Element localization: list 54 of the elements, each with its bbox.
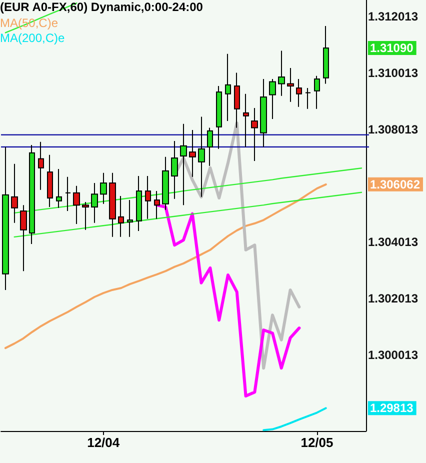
y-tick-label: 1.302013 bbox=[368, 292, 418, 306]
candlestick bbox=[180, 123, 187, 206]
candlestick bbox=[314, 75, 320, 110]
candlestick bbox=[225, 53, 231, 122]
line-series bbox=[262, 407, 327, 432]
candlestick bbox=[2, 146, 9, 290]
candlestick bbox=[65, 176, 71, 212]
y-tick-label: 1.308013 bbox=[368, 122, 418, 136]
candlestick bbox=[127, 199, 133, 238]
candlestick bbox=[296, 78, 302, 108]
candlestick bbox=[91, 182, 98, 224]
x-tick-label: 12/04 bbox=[87, 435, 120, 450]
candlestick bbox=[29, 144, 35, 244]
x-tick-label: 12/05 bbox=[300, 435, 334, 450]
line-series bbox=[14, 192, 362, 238]
candlestick bbox=[73, 185, 80, 224]
y-tick-label: 1.29813 bbox=[370, 401, 414, 416]
candlestick bbox=[171, 140, 178, 200]
y-tick-label: 1.304013 bbox=[368, 235, 418, 250]
y-tick-label: 1.310013 bbox=[368, 66, 418, 80]
candlestick bbox=[260, 78, 267, 148]
candlestick bbox=[269, 78, 276, 120]
candlestick bbox=[145, 176, 151, 220]
candlestick bbox=[207, 127, 213, 166]
candlestick bbox=[154, 190, 160, 220]
candlestick bbox=[118, 196, 124, 238]
line-series bbox=[4, 183, 327, 350]
candlestick bbox=[198, 116, 205, 198]
line-series bbox=[14, 168, 362, 214]
candlestick bbox=[100, 172, 107, 204]
candlestick bbox=[47, 154, 53, 208]
candlestick bbox=[20, 204, 27, 272]
y-tick-label: 1.31090 bbox=[370, 40, 414, 55]
y-tick-label: 1.306062 bbox=[370, 177, 420, 192]
candlestick bbox=[82, 201, 89, 230]
candlestick bbox=[278, 50, 285, 96]
candlestick bbox=[251, 108, 258, 162]
line-series bbox=[155, 204, 301, 398]
candlestick bbox=[56, 168, 62, 208]
text: MA(200,C)e bbox=[0, 31, 66, 45]
candlestick bbox=[189, 130, 196, 178]
candlestick bbox=[323, 25, 329, 84]
candlestick bbox=[136, 176, 142, 232]
y-tick-label: 1.300013 bbox=[368, 348, 418, 362]
candlestick bbox=[287, 67, 294, 102]
candlestick bbox=[305, 88, 311, 110]
candlestick bbox=[243, 93, 249, 148]
candlestick bbox=[216, 86, 222, 150]
candlestick bbox=[109, 172, 116, 238]
candlestick bbox=[11, 163, 18, 224]
candlestick bbox=[162, 156, 169, 210]
candlestick bbox=[234, 72, 240, 128]
y-tick-label: 1.312013 bbox=[368, 10, 418, 24]
candlestick bbox=[38, 141, 44, 190]
